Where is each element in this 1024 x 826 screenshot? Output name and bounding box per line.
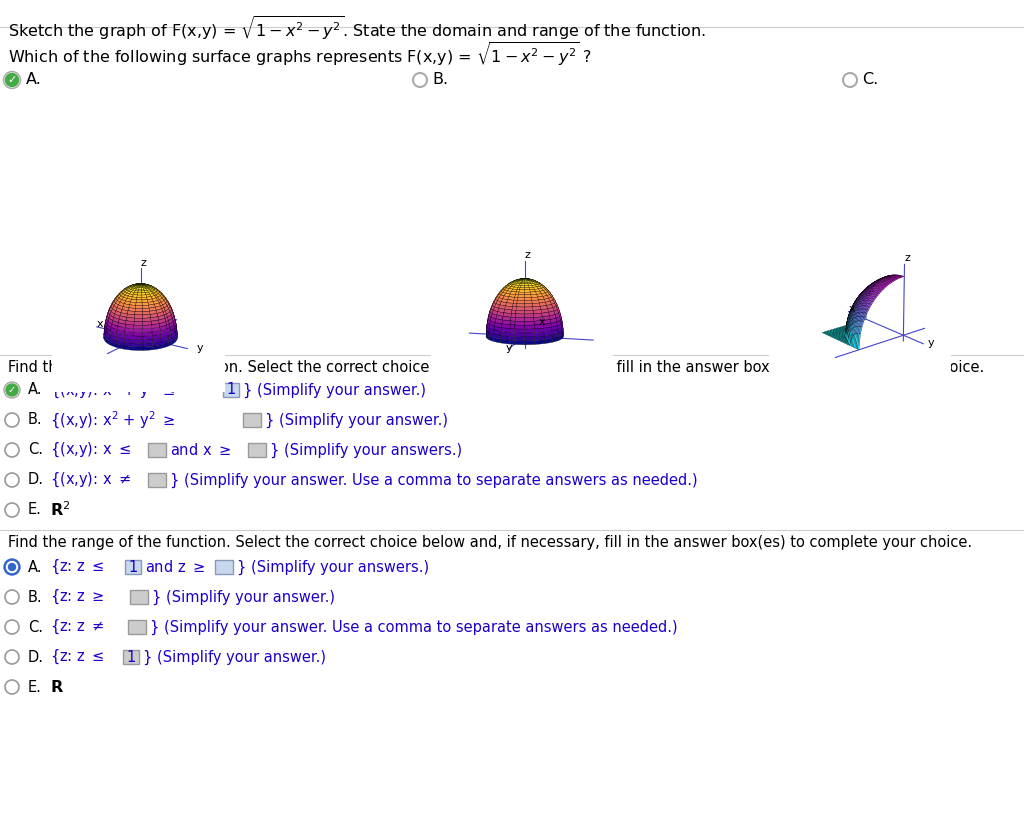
Text: 1: 1: [126, 649, 135, 664]
Circle shape: [5, 383, 18, 396]
Circle shape: [5, 443, 19, 457]
Text: B.: B.: [28, 590, 43, 605]
Text: E.: E.: [28, 680, 42, 695]
Text: Which of the following surface graphs represents F(x,y) = $\sqrt{1-x^2-y^2}$ ?: Which of the following surface graphs re…: [8, 40, 592, 68]
Text: A.: A.: [26, 73, 42, 88]
Text: Find the range of the function. Select the correct choice below and, if necessar: Find the range of the function. Select t…: [8, 535, 972, 550]
Text: C.: C.: [28, 443, 43, 458]
Text: } (Simplify your answer.): } (Simplify your answer.): [265, 412, 449, 428]
Circle shape: [5, 473, 19, 487]
Text: } (Simplify your answer.): } (Simplify your answer.): [143, 649, 326, 665]
Circle shape: [6, 562, 17, 572]
Circle shape: [5, 620, 19, 634]
Circle shape: [5, 590, 19, 604]
Text: {(x,y): x $\leq$: {(x,y): x $\leq$: [50, 441, 131, 459]
Text: 1: 1: [128, 559, 137, 575]
Circle shape: [4, 559, 20, 575]
Text: {z: z $\leq$: {z: z $\leq$: [50, 558, 109, 577]
Circle shape: [843, 73, 857, 87]
Text: B.: B.: [28, 412, 43, 428]
Text: 1: 1: [226, 382, 236, 397]
Text: {z: z $\neq$: {z: z $\neq$: [50, 618, 104, 636]
FancyBboxPatch shape: [148, 443, 166, 457]
FancyBboxPatch shape: [148, 473, 166, 487]
Text: } (Simplify your answer.): } (Simplify your answer.): [243, 382, 426, 397]
Text: Sketch the graph of F(x,y) = $\sqrt{1-x^2-y^2}$. State the domain and range of t: Sketch the graph of F(x,y) = $\sqrt{1-x^…: [8, 14, 706, 42]
Text: ✓: ✓: [7, 75, 16, 85]
Text: ✓: ✓: [8, 385, 16, 395]
Text: {(x,y): x$^2$ + y$^2$ $\geq$: {(x,y): x$^2$ + y$^2$ $\geq$: [50, 410, 175, 430]
Text: {(x,y): x$^2$ + y$^2$ $\leq$: {(x,y): x$^2$ + y$^2$ $\leq$: [50, 379, 180, 401]
Circle shape: [8, 563, 15, 571]
Text: D.: D.: [28, 649, 44, 664]
Text: and z $\geq$: and z $\geq$: [145, 559, 205, 575]
Text: } (Simplify your answer.): } (Simplify your answer.): [152, 590, 335, 605]
Text: } (Simplify your answers.): } (Simplify your answers.): [270, 443, 462, 458]
FancyBboxPatch shape: [130, 590, 148, 604]
Circle shape: [3, 72, 20, 88]
FancyBboxPatch shape: [223, 383, 239, 397]
Text: } (Simplify your answers.): } (Simplify your answers.): [237, 559, 429, 575]
FancyBboxPatch shape: [128, 620, 146, 634]
Text: {z: z $\leq$: {z: z $\leq$: [50, 648, 109, 667]
Circle shape: [5, 413, 19, 427]
FancyBboxPatch shape: [248, 443, 266, 457]
Text: A.: A.: [28, 382, 43, 397]
Circle shape: [413, 73, 427, 87]
Text: } (Simplify your answer. Use a comma to separate answers as needed.): } (Simplify your answer. Use a comma to …: [170, 472, 697, 487]
Text: } (Simplify your answer. Use a comma to separate answers as needed.): } (Simplify your answer. Use a comma to …: [150, 620, 678, 634]
Circle shape: [5, 74, 18, 87]
Circle shape: [5, 680, 19, 694]
FancyBboxPatch shape: [215, 560, 233, 574]
Circle shape: [5, 73, 19, 87]
Text: E.: E.: [28, 502, 42, 518]
Text: B.: B.: [432, 73, 449, 88]
FancyBboxPatch shape: [123, 650, 139, 664]
Text: $\mathbf{R}$: $\mathbf{R}$: [50, 679, 63, 695]
Text: $\mathbf{R}^2$: $\mathbf{R}^2$: [50, 501, 71, 520]
Circle shape: [4, 382, 20, 398]
FancyBboxPatch shape: [125, 560, 141, 574]
Text: C.: C.: [862, 73, 879, 88]
Text: Find the domain of the function. Select the correct choice below and, if necessa: Find the domain of the function. Select …: [8, 360, 984, 375]
Circle shape: [5, 650, 19, 664]
FancyBboxPatch shape: [243, 413, 261, 427]
Circle shape: [6, 384, 18, 396]
Text: C.: C.: [28, 620, 43, 634]
Text: D.: D.: [28, 472, 44, 487]
Text: A.: A.: [28, 559, 43, 575]
Circle shape: [5, 503, 19, 517]
Text: {(x,y): x $\neq$: {(x,y): x $\neq$: [50, 471, 131, 489]
Text: {z: z $\geq$: {z: z $\geq$: [50, 588, 104, 606]
Text: and x $\geq$: and x $\geq$: [170, 442, 231, 458]
